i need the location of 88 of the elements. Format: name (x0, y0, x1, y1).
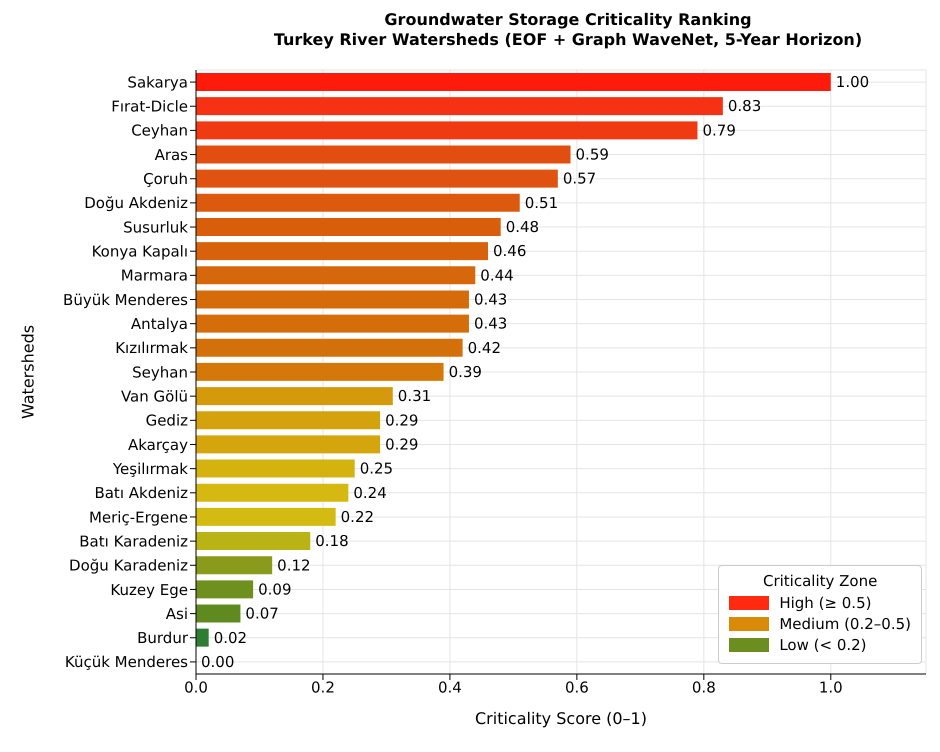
bar (196, 266, 476, 284)
data-label: 0.48 (506, 218, 540, 236)
data-label: 0.39 (448, 363, 482, 381)
bar (196, 121, 698, 140)
data-label: 0.12 (277, 556, 311, 574)
bar (196, 532, 310, 550)
data-label: 0.43 (474, 314, 508, 333)
data-label: 0.44 (480, 266, 514, 284)
bar (196, 290, 469, 308)
data-label: 0.43 (474, 290, 508, 309)
data-label: 0.18 (315, 532, 349, 550)
y-tick-label: Van Gölü (120, 387, 188, 406)
y-tick-label: Marmara (120, 266, 188, 285)
x-tick-label: 0.2 (311, 678, 335, 697)
y-tick-label: Doğu Akdeniz (84, 194, 188, 212)
y-tick-label: Kuzey Ege (110, 580, 188, 599)
y-tick-label: Çoruh (143, 170, 188, 188)
legend-title: Criticality Zone (762, 572, 878, 590)
data-label: 0.79 (702, 121, 736, 140)
bar (196, 145, 571, 164)
x-tick-label: 0.8 (692, 678, 716, 697)
y-tick-label: Seyhan (132, 363, 188, 382)
y-tick-label: Fırat-Dicle (111, 98, 188, 116)
data-label: 0.07 (245, 604, 279, 623)
x-tick-label: 1.0 (818, 678, 843, 697)
bar (196, 556, 272, 574)
bar (196, 604, 240, 623)
bar (196, 314, 469, 333)
y-tick-label: Antalya (130, 315, 188, 334)
chart-subtitle: Turkey River Watersheds (EOF + Graph WaveNet, 5-Year Horizon) (272, 30, 864, 50)
data-label: 0.02 (214, 628, 248, 647)
legend-label: High (≥ 0.5) (779, 594, 872, 612)
bar (196, 628, 209, 647)
y-tick-label: Aras (154, 146, 188, 164)
x-tick-label: 0.4 (438, 678, 462, 697)
y-tick-label: Meriç-Ergene (88, 508, 188, 526)
x-axis-title: Criticality Score (0–1) (475, 709, 647, 728)
bar (196, 484, 348, 502)
y-tick-label: Susurluk (123, 218, 188, 236)
data-label: 0.46 (493, 242, 526, 260)
data-label: 0.09 (258, 580, 292, 598)
data-label: 0.57 (562, 170, 596, 188)
y-tick-label: Büyük Menderes (63, 290, 188, 309)
y-tick-label: Yeşilırmak (112, 460, 188, 478)
data-label: 1.00 (836, 73, 870, 92)
bar (196, 387, 393, 406)
data-label: 0.25 (360, 460, 394, 478)
data-label: 0.29 (385, 411, 418, 430)
bar (196, 580, 254, 598)
x-tick-label: 0.0 (184, 678, 208, 697)
bar (196, 218, 501, 236)
bar (196, 170, 558, 188)
bar (196, 508, 336, 526)
data-label: 0.31 (398, 387, 432, 406)
data-label: 0.59 (576, 146, 609, 164)
bar (196, 194, 520, 212)
bar (196, 97, 723, 116)
bar (196, 435, 380, 454)
y-tick-label: Doğu Karadeniz (69, 556, 188, 575)
y-tick-label: Sakarya (127, 73, 188, 92)
bar (196, 338, 463, 357)
y-tick-label: Asi (166, 604, 188, 623)
chart-title: Groundwater Storage Criticality Ranking (383, 10, 753, 30)
data-label: 0.83 (728, 97, 762, 116)
y-tick-label: Kızılırmak (115, 339, 188, 358)
bar (196, 460, 355, 478)
bar (196, 362, 444, 381)
bar (196, 73, 831, 91)
data-label: 0.22 (340, 508, 374, 526)
data-label: 0.29 (385, 435, 418, 454)
data-label: 0.42 (468, 338, 502, 357)
y-tick-label: Konya Kapalı (92, 242, 188, 261)
data-label: 0.51 (524, 194, 558, 212)
bar (196, 411, 380, 430)
legend-label: Medium (0.2–0.5) (779, 615, 911, 633)
y-tick-label: Gediz (146, 412, 188, 430)
y-tick-label: Ceyhan (131, 122, 188, 140)
y-axis-title: Watersheds (18, 324, 38, 420)
y-tick-label: Küçük Menderes (64, 653, 188, 672)
legend-label: Low (< 0.2) (779, 636, 867, 654)
y-tick-label: Akarçay (128, 436, 188, 454)
x-tick-label: 0.6 (564, 678, 589, 697)
bar (196, 242, 488, 260)
data-label: 0.00 (201, 652, 234, 671)
y-tick-label: Burdur (137, 629, 189, 648)
y-tick-label: Batı Karadeniz (79, 532, 188, 550)
y-tick-label: Batı Akdeniz (94, 484, 188, 502)
data-label: 0.24 (353, 484, 387, 502)
